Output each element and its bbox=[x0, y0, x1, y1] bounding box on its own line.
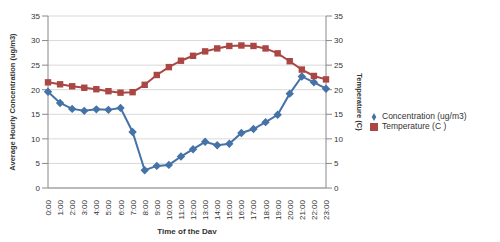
svg-text:35: 35 bbox=[31, 12, 40, 21]
svg-text:9:00: 9:00 bbox=[153, 199, 162, 215]
svg-text:15:00: 15:00 bbox=[225, 199, 234, 220]
svg-text:5:00: 5:00 bbox=[104, 199, 113, 215]
svg-text:1:00: 1:00 bbox=[56, 199, 65, 215]
svg-text:Average Hourly Concentration (: Average Hourly Concentration (ug/m3) bbox=[8, 33, 17, 171]
svg-text:3:00: 3:00 bbox=[80, 199, 89, 215]
html-text:Concentration (ug/m3): Concentration (ug/m3) bbox=[382, 111, 467, 121]
svg-text:6:00: 6:00 bbox=[117, 199, 126, 215]
svg-text:5: 5 bbox=[36, 159, 41, 168]
svg-text:18:00: 18:00 bbox=[262, 199, 271, 220]
svg-text:10: 10 bbox=[31, 135, 40, 144]
svg-text:20: 20 bbox=[31, 86, 40, 95]
svg-text:0: 0 bbox=[334, 184, 339, 193]
svg-text:15: 15 bbox=[334, 110, 343, 119]
svg-text:22:00: 22:00 bbox=[310, 199, 319, 220]
svg-text:Time of the Day: Time of the Day bbox=[157, 227, 217, 234]
svg-text:2:00: 2:00 bbox=[68, 199, 77, 215]
svg-text:0:00: 0:00 bbox=[44, 199, 53, 215]
svg-text:21:00: 21:00 bbox=[298, 199, 307, 220]
svg-text:14:00: 14:00 bbox=[213, 199, 222, 220]
svg-text:4:00: 4:00 bbox=[92, 199, 101, 215]
svg-text:11:00: 11:00 bbox=[177, 199, 186, 219]
svg-text:30: 30 bbox=[31, 36, 40, 45]
svg-text:12:00: 12:00 bbox=[189, 199, 198, 220]
svg-text:10:00: 10:00 bbox=[165, 199, 174, 220]
svg-text:7:00: 7:00 bbox=[129, 199, 138, 215]
svg-text:Temperature (C): Temperature (C) bbox=[355, 73, 364, 131]
svg-text:19:00: 19:00 bbox=[274, 199, 283, 220]
svg-text:5: 5 bbox=[334, 159, 339, 168]
svg-text:16:00: 16:00 bbox=[237, 199, 246, 220]
svg-text:23:00: 23:00 bbox=[322, 199, 331, 220]
svg-text:0: 0 bbox=[36, 184, 41, 193]
svg-text:30: 30 bbox=[334, 36, 343, 45]
svg-text:25: 25 bbox=[31, 61, 40, 70]
html-text:Temperature (C ): Temperature (C ) bbox=[382, 121, 447, 131]
svg-text:13:00: 13:00 bbox=[201, 199, 210, 220]
svg-text:25: 25 bbox=[334, 61, 343, 70]
svg-text:17:00: 17:00 bbox=[249, 199, 258, 220]
svg-text:15: 15 bbox=[31, 110, 40, 119]
svg-text:20:00: 20:00 bbox=[286, 199, 295, 220]
svg-text:35: 35 bbox=[334, 12, 343, 21]
svg-text:8:00: 8:00 bbox=[141, 199, 150, 215]
svg-text:20: 20 bbox=[334, 86, 343, 95]
svg-text:10: 10 bbox=[334, 135, 343, 144]
